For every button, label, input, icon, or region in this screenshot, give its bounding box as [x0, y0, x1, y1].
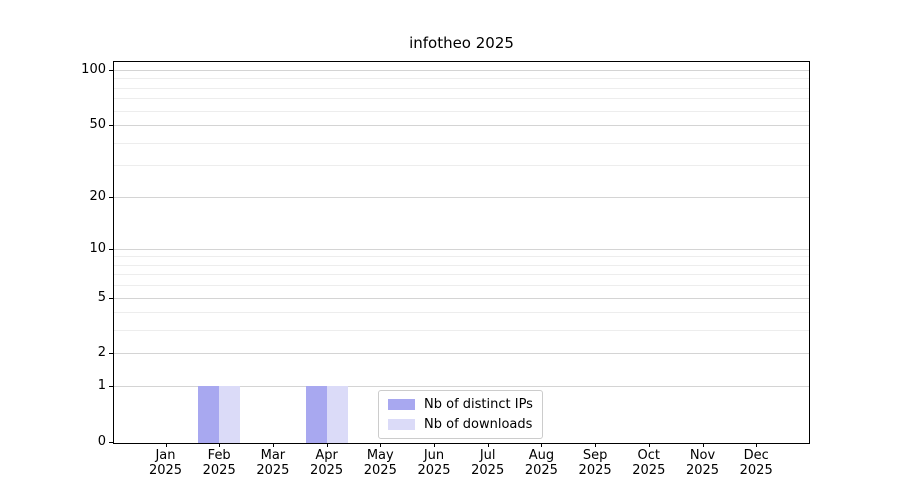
x-tick-label-month: Apr	[315, 448, 338, 463]
x-tick-label: Sep 2025	[563, 448, 627, 478]
gridline-minor	[114, 312, 809, 314]
x-tick-label: Jan 2025	[134, 448, 198, 478]
y-tick-label: 10	[89, 240, 106, 256]
x-tick-label: Jun 2025	[402, 448, 466, 478]
x-axis-tick	[434, 443, 435, 447]
y-tick-label: 20	[89, 188, 106, 204]
x-axis-tick	[326, 443, 328, 447]
x-tick-label-year: 2025	[417, 463, 451, 478]
x-tick-label-year: 2025	[524, 463, 558, 478]
x-tick-label-year: 2025	[363, 463, 397, 478]
y-tick-label: 1	[97, 378, 106, 394]
y-axis-tick	[109, 125, 113, 127]
y-axis-tick	[109, 353, 113, 355]
gridline-minor	[114, 78, 809, 80]
x-tick-label-month: Jan	[155, 448, 176, 463]
y-tick-label: 2	[97, 345, 106, 361]
gridline-minor	[114, 165, 809, 167]
x-tick-label-month: Feb	[207, 448, 231, 463]
x-tick-label: Oct 2025	[617, 448, 681, 478]
gridline-major	[114, 297, 809, 299]
y-tick-label: 0	[97, 434, 106, 449]
x-tick-label-year: 2025	[148, 463, 183, 478]
x-tick-label: Apr 2025	[295, 448, 359, 478]
x-axis-tick	[541, 443, 543, 447]
gridline-minor	[114, 98, 809, 100]
gridline-minor	[114, 285, 809, 287]
y-axis-tick	[109, 442, 113, 443]
y-tick-label: 100	[81, 62, 106, 77]
legend: Nb of distinct IPs Nb of downloads	[378, 390, 543, 439]
x-tick-label: Aug 2025	[509, 448, 573, 478]
x-tick-label-month: Jul	[479, 448, 496, 463]
gridline-major	[114, 70, 809, 71]
bar-downloads	[219, 386, 241, 443]
legend-swatch-distinct-ips	[388, 399, 415, 410]
y-tick-label: 5	[97, 289, 106, 305]
x-axis-tick	[219, 443, 221, 447]
x-tick-label-month: Nov	[689, 448, 716, 463]
x-tick-label-month: May	[366, 448, 394, 463]
gridline-major	[114, 125, 809, 127]
legend-row-downloads: Nb of downloads	[388, 417, 533, 432]
x-tick-label: Jul 2025	[456, 448, 520, 478]
gridline-minor	[114, 256, 809, 258]
legend-label-downloads: Nb of downloads	[424, 417, 533, 432]
gridline-major	[114, 196, 809, 198]
bar-distinct-ips	[305, 386, 327, 443]
x-tick-label-year: 2025	[632, 463, 666, 478]
x-tick-label-month: Oct	[637, 448, 661, 463]
legend-swatch-downloads	[388, 419, 415, 430]
gridline-minor	[114, 87, 809, 89]
gridline-minor	[114, 330, 809, 332]
x-tick-label-year: 2025	[739, 463, 773, 478]
y-axis-tick	[109, 196, 113, 198]
x-tick-label-year: 2025	[310, 463, 344, 478]
y-axis-tick	[109, 386, 113, 388]
x-tick-label-month: Sep	[582, 448, 608, 463]
x-axis-tick	[702, 443, 704, 447]
x-tick-label-year: 2025	[685, 463, 720, 478]
y-axis-tick	[109, 297, 113, 299]
x-axis-tick	[272, 443, 274, 447]
gridline-minor	[114, 142, 809, 144]
gridline-minor	[114, 264, 809, 266]
x-tick-label-month: Mar	[260, 448, 286, 463]
x-tick-label: Feb 2025	[187, 448, 251, 478]
x-tick-label-month: Dec	[743, 448, 769, 463]
x-axis-tick	[380, 443, 382, 447]
gridline-major	[114, 353, 809, 355]
plot-area: 100 50 20 10 5 2 1 0 Jan 2025 Feb 2025 Mar 2025 Apr 202…	[81, 61, 810, 478]
x-tick-label: Mar 2025	[241, 448, 305, 478]
x-tick-label: May 2025	[348, 448, 412, 478]
y-axis-tick	[109, 248, 113, 250]
bar-downloads	[326, 386, 348, 443]
bar-distinct-ips	[198, 386, 220, 443]
x-tick-label-month: Jun	[423, 448, 445, 463]
gridline-major	[114, 386, 809, 388]
x-tick-label-year: 2025	[471, 463, 505, 478]
gridline-major	[114, 248, 809, 250]
x-axis-tick	[165, 443, 167, 447]
x-axis-tick	[487, 443, 489, 447]
x-tick-label: Nov 2025	[671, 448, 735, 478]
y-tick-label: 50	[89, 117, 106, 133]
x-tick-label-year: 2025	[256, 463, 290, 478]
x-axis-tick	[756, 443, 758, 447]
x-tick-label: Dec 2025	[724, 448, 788, 478]
gridline-minor	[114, 274, 809, 276]
x-tick-label-year: 2025	[578, 463, 612, 478]
gridline-minor	[114, 110, 809, 112]
x-axis-tick	[595, 443, 597, 447]
chart-title: infotheo 2025	[409, 34, 514, 52]
x-tick-label-month: Aug	[528, 448, 555, 463]
x-axis-tick	[648, 443, 650, 447]
x-tick-label-year: 2025	[202, 463, 236, 478]
legend-label-distinct-ips: Nb of distinct IPs	[424, 397, 533, 412]
legend-row-distinct-ips: Nb of distinct IPs	[388, 397, 533, 412]
y-axis-tick	[109, 70, 113, 71]
